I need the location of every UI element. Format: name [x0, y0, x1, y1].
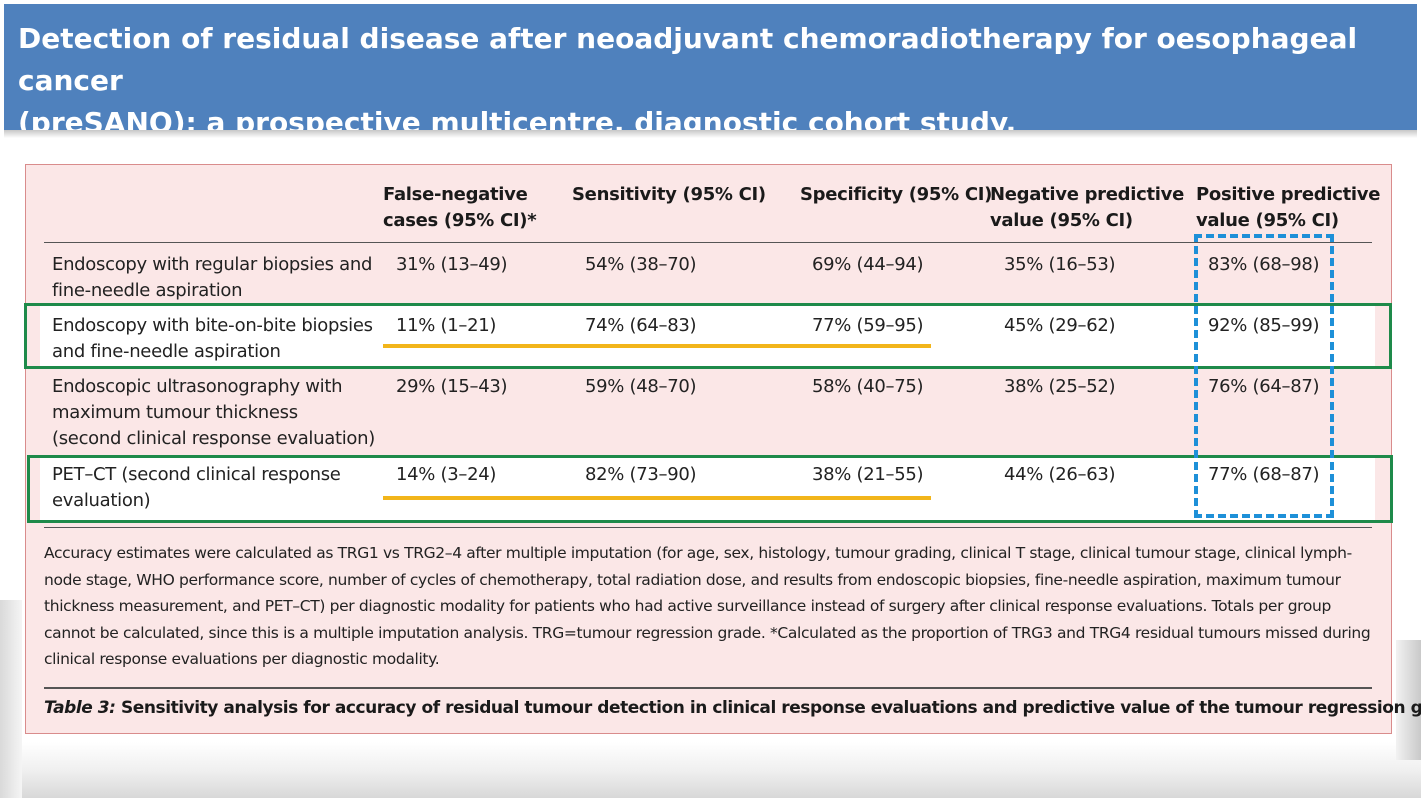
caption-label: Table 3: [44, 698, 116, 718]
table-panel [25, 164, 1392, 734]
cell-r4-false-negative: 14% (3–24) [396, 464, 497, 485]
column-header-sensitivity: Sensitivity (95% CI) [572, 184, 766, 205]
table-bottom-rule [44, 527, 1372, 528]
column-header-npv: Negative predictive value (95% CI) [990, 184, 1184, 231]
row-label-endoscopy-regular: Endoscopy with regular biopsies and fine-… [52, 254, 373, 301]
row-background-2 [40, 306, 1375, 368]
cell-r3-specificity: 58% (40–75) [812, 376, 924, 397]
row-highlight-bite-on-bite [24, 303, 1392, 369]
cell-r1-npv: 35% (16–53) [1004, 254, 1116, 275]
table-caption: Table 3: Sensitivity analysis for accura… [44, 695, 1421, 721]
cell-r2-ppv: 92% (85–99) [1208, 315, 1320, 336]
row-label-endoscopic-ultrasonography: Endoscopic ultrasonography with maximum t… [52, 376, 375, 449]
header-rule [44, 242, 1372, 243]
underline-pet-ct [383, 496, 931, 500]
caption-text: Sensitivity analysis for accuracy of res… [115, 698, 1421, 718]
row-label-endoscopy-bite-on-bite: Endoscopy with bite-on-bite biopsies and … [52, 315, 373, 362]
cell-r3-npv: 38% (25–52) [1004, 376, 1116, 397]
cell-r2-sensitivity: 74% (64–83) [585, 315, 697, 336]
column-header-ppv: Positive predictive value (95% CI) [1196, 184, 1381, 231]
cell-r1-false-negative: 31% (13–49) [396, 254, 508, 275]
cell-r3-sensitivity: 59% (48–70) [585, 376, 697, 397]
cell-r2-specificity: 77% (59–95) [812, 315, 924, 336]
bottom-decoration [0, 742, 1421, 798]
table-footnote: Accuracy estimates were calculated as TR… [44, 544, 1371, 668]
right-decoration [1396, 640, 1421, 760]
column-header-false-negative: False-negative cases (95% CI)* [383, 184, 537, 231]
cell-r3-false-negative: 29% (15–43) [396, 376, 508, 397]
column-highlight-ppv [1194, 234, 1334, 518]
cell-r2-npv: 45% (29–62) [1004, 315, 1116, 336]
cell-r4-ppv: 77% (68–87) [1208, 464, 1320, 485]
cell-r4-sensitivity: 82% (73–90) [585, 464, 697, 485]
row-background-4 [40, 458, 1375, 520]
cell-r1-specificity: 69% (44–94) [812, 254, 924, 275]
cell-r3-ppv: 76% (64–87) [1208, 376, 1320, 397]
cell-r2-false-negative: 11% (1–21) [396, 315, 497, 336]
banner-shadow [4, 130, 1417, 138]
underline-bite-on-bite [383, 344, 931, 348]
row-highlight-pet-ct [27, 455, 1393, 523]
cell-r4-npv: 44% (26–63) [1004, 464, 1116, 485]
cell-r1-ppv: 83% (68–98) [1208, 254, 1320, 275]
caption-rule [44, 687, 1372, 689]
citation: Lancet Oncol. 2018 Jul;19(7):965-974 [18, 145, 354, 164]
cell-r1-sensitivity: 54% (38–70) [585, 254, 697, 275]
column-header-specificity: Specificity (95% CI) [800, 184, 993, 205]
row-label-pet-ct: PET–CT (second clinical response evaluati… [52, 464, 341, 511]
title-banner: Detection of residual disease after neoa… [4, 4, 1417, 164]
slide-title-line-1: Detection of residual disease after neoa… [18, 22, 1358, 97]
left-decoration [0, 600, 22, 798]
cell-r4-specificity: 38% (21–55) [812, 464, 924, 485]
